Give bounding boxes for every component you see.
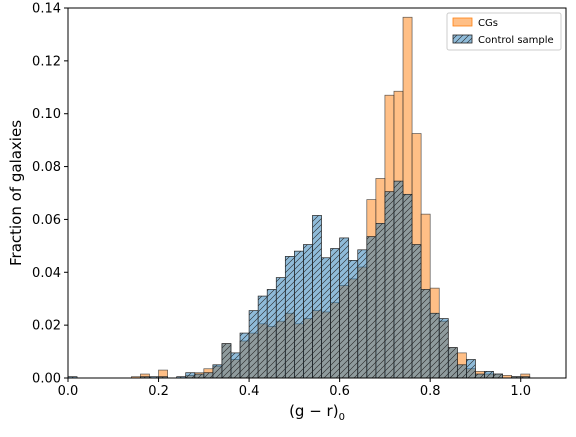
x-tick-label: 0.0 [58, 384, 79, 399]
control-sample-series [67, 180, 531, 379]
x-tick-label: 0.4 [239, 384, 260, 399]
plot-frame [67, 7, 567, 379]
control-bar-hatch [339, 237, 349, 378]
control-bar-hatch [466, 359, 476, 378]
control-bar-hatch [221, 343, 231, 378]
control-bar-hatch [412, 244, 422, 378]
control-bar-hatch [375, 223, 385, 378]
control-bar-hatch [203, 372, 213, 378]
control-bar-hatch [176, 376, 186, 378]
control-bar-hatch [185, 372, 195, 378]
y-tick-label: 0.14 [32, 2, 61, 17]
legend-label-control: Control sample [478, 35, 554, 46]
control-bar-hatch [384, 191, 394, 378]
control-bar-hatch [520, 376, 530, 378]
control-bar-hatch [249, 310, 259, 378]
y-axis: 0.00 0.02 0.04 0.06 0.08 0.10 0.12 0.14 [32, 2, 68, 387]
control-bar-hatch [366, 236, 376, 378]
y-tick-label: 0.04 [32, 266, 61, 281]
control-bar-hatch [393, 181, 404, 378]
control-bar-hatch [230, 352, 241, 378]
legend-label-cgs: CGs [478, 18, 498, 29]
control-bar-hatch [149, 376, 159, 378]
y-tick-label: 0.10 [32, 107, 61, 122]
legend: CGs Control sample [446, 12, 562, 51]
control-bar-hatch [276, 277, 286, 378]
control-bar-hatch [493, 374, 503, 378]
x-tick-label: 1.0 [510, 384, 531, 399]
control-bar-hatch [194, 374, 204, 378]
control-bar-hatch [294, 251, 304, 378]
control-bar-hatch [68, 376, 78, 378]
legend-swatch-control-hatch [453, 35, 472, 43]
control-bar-hatch [330, 248, 340, 378]
y-tick-label: 0.12 [32, 54, 61, 69]
control-bar-hatch [312, 215, 322, 378]
control-bar-hatch [321, 257, 331, 378]
x-tick-label: 0.2 [148, 384, 169, 399]
control-bar-hatch [403, 194, 413, 378]
legend-box [446, 12, 562, 51]
control-bar-hatch [240, 333, 250, 378]
control-bar-hatch [439, 318, 449, 378]
control-bar-hatch [475, 374, 485, 378]
control-bar-hatch [140, 376, 150, 378]
control-bar-hatch [212, 364, 222, 378]
y-tick-label: 0.00 [32, 372, 61, 387]
control-bar-hatch [484, 371, 494, 378]
x-axis-label: (g − r)0 [289, 402, 345, 423]
control-bar-hatch [285, 256, 295, 378]
control-bar-hatch [348, 260, 358, 378]
control-bar-hatch [421, 289, 431, 378]
y-tick-label: 0.08 [32, 160, 61, 175]
y-tick-label: 0.02 [32, 319, 61, 334]
x-axis: 0.0 0.2 0.4 0.6 0.8 1.0 [58, 378, 531, 399]
x-tick-label: 0.8 [420, 384, 441, 399]
y-axis-label: Fraction of galaxies [7, 120, 25, 266]
legend-swatch-cgs [452, 17, 473, 27]
control-bar-hatch [258, 296, 268, 378]
control-bar-hatch [430, 313, 440, 378]
control-bar-hatch [303, 244, 313, 378]
control-bar-hatch [357, 249, 367, 378]
y-tick-label: 0.06 [32, 213, 61, 228]
control-bar-hatch [457, 364, 467, 378]
control-bar-hatch [448, 347, 458, 378]
control-bar-hatch [267, 289, 277, 378]
control-bar-hatch [158, 376, 168, 378]
control-bar-hatch [511, 376, 521, 378]
x-tick-label: 0.6 [329, 384, 350, 399]
